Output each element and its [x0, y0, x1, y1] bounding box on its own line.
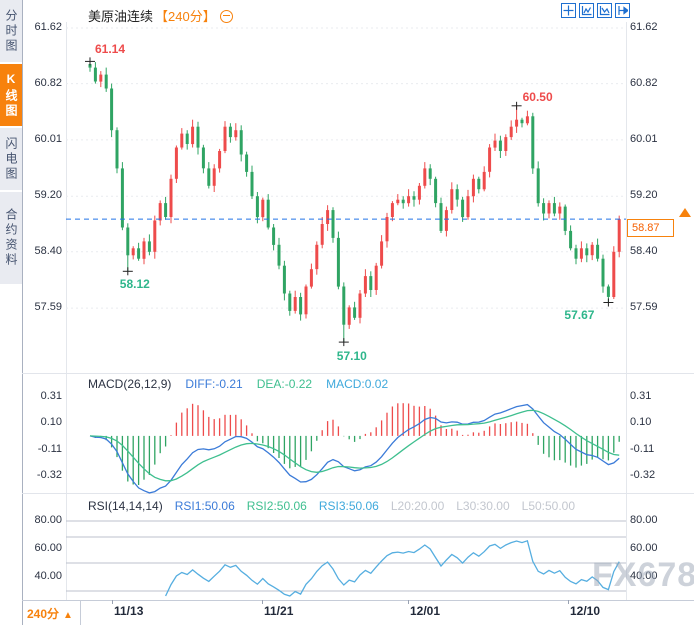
- rsi-l20-value: L20:20.00: [390, 499, 445, 513]
- macd-dea-value: DEA:-0.22: [256, 377, 313, 391]
- date-tick: [408, 600, 409, 604]
- date-label: 12/01: [410, 604, 441, 618]
- rsi-tick: 80.00: [630, 514, 658, 526]
- price-tick: 57.59: [34, 301, 62, 313]
- tab-flash-chart[interactable]: 闪电图: [0, 128, 22, 192]
- price-up-arrow-icon: [679, 208, 691, 217]
- jump-to-latest-icon[interactable]: [615, 3, 630, 18]
- rsi-tick: 60.00: [34, 542, 62, 554]
- price-tick: 60.82: [34, 77, 62, 89]
- macd-tick: 0.10: [40, 416, 62, 428]
- sidebar: 分时图 K线图 闪电图 合约资料: [0, 0, 22, 625]
- macd-tick: -0.32: [36, 469, 62, 481]
- period-selector-label: 240分: [27, 607, 60, 621]
- rsi-tick: 40.00: [630, 570, 658, 582]
- period-dropdown-arrow-icon: ▲: [63, 610, 73, 621]
- macd-tick: 0.31: [40, 390, 62, 402]
- date-tick: [568, 600, 569, 604]
- chart-title: 美原油连续 【240分】: [88, 6, 233, 25]
- macd-tick: 0.10: [630, 416, 652, 428]
- macd-tick: -0.11: [37, 443, 62, 455]
- rsi-header: RSI(14,14,14) RSI1:50.06 RSI2:50.06 RSI3…: [88, 499, 575, 513]
- footer-period-divider: [80, 600, 81, 625]
- macd-tick: 0.31: [630, 390, 652, 402]
- macd-tick: -0.11: [630, 443, 655, 455]
- price-tick: 57.59: [630, 301, 658, 313]
- date-tick: [112, 600, 113, 604]
- panel-divider: [22, 373, 694, 374]
- sidebar-divider: [22, 0, 23, 625]
- date-label: 12/10: [570, 604, 601, 618]
- plot-right-edge: [626, 22, 627, 600]
- tab-time-chart[interactable]: 分时图: [0, 0, 22, 64]
- macd-header: MACD(26,12,9) DIFF:-0.21 DEA:-0.22 MACD:…: [88, 377, 388, 391]
- tab-contract-info[interactable]: 合约资料: [0, 192, 22, 286]
- period-label: 【240分】: [155, 9, 216, 24]
- crosshair-move-icon[interactable]: [561, 3, 576, 18]
- date-label: 11/13: [114, 604, 144, 618]
- rsi-tick: 80.00: [34, 514, 62, 526]
- rsi-tick: 60.00: [630, 542, 658, 554]
- axis-scale-right-icon[interactable]: [597, 3, 612, 18]
- macd-tick: -0.32: [630, 469, 656, 481]
- macd-title: MACD(26,12,9): [88, 377, 172, 391]
- watermark: FX678: [592, 556, 694, 594]
- symbol-name: 美原油连续: [88, 9, 154, 24]
- footer-divider: [22, 600, 694, 601]
- macd-diff-value: DIFF:-0.21: [185, 377, 243, 391]
- axis-scale-left-icon[interactable]: [579, 3, 594, 18]
- price-tick: 58.40: [630, 245, 658, 257]
- rsi-l30-value: L30:30.00: [456, 499, 510, 513]
- rsi-l50-value: L50:50.00: [521, 499, 576, 513]
- rsi-title: RSI(14,14,14): [88, 499, 163, 513]
- price-tick: 59.20: [630, 189, 658, 201]
- price-tick: 59.20: [34, 189, 62, 201]
- date-tick: [262, 600, 263, 604]
- collapse-circle-icon[interactable]: [219, 10, 233, 23]
- price-tick: 58.40: [34, 245, 62, 257]
- plot-left-edge: [66, 22, 67, 600]
- rsi2-value: RSI2:50.06: [246, 499, 307, 513]
- price-tick: 60.01: [630, 133, 658, 145]
- date-label: 11/21: [264, 604, 294, 618]
- price-tick: 61.62: [630, 21, 658, 33]
- last-price-box: 58.87: [627, 219, 674, 237]
- macd-hist-value: MACD:0.02: [326, 377, 389, 391]
- chart-toolbar: [561, 3, 630, 18]
- tab-kline-chart[interactable]: K线图: [0, 64, 22, 128]
- price-tick: 60.82: [630, 77, 658, 89]
- price-tick: 61.62: [34, 21, 62, 33]
- panel-divider: [22, 493, 694, 494]
- rsi-tick: 40.00: [34, 570, 62, 582]
- rsi1-value: RSI1:50.06: [174, 499, 235, 513]
- rsi3-value: RSI3:50.06: [318, 499, 379, 513]
- period-selector[interactable]: 240分 ▲: [27, 605, 73, 622]
- price-tick: 60.01: [34, 133, 62, 145]
